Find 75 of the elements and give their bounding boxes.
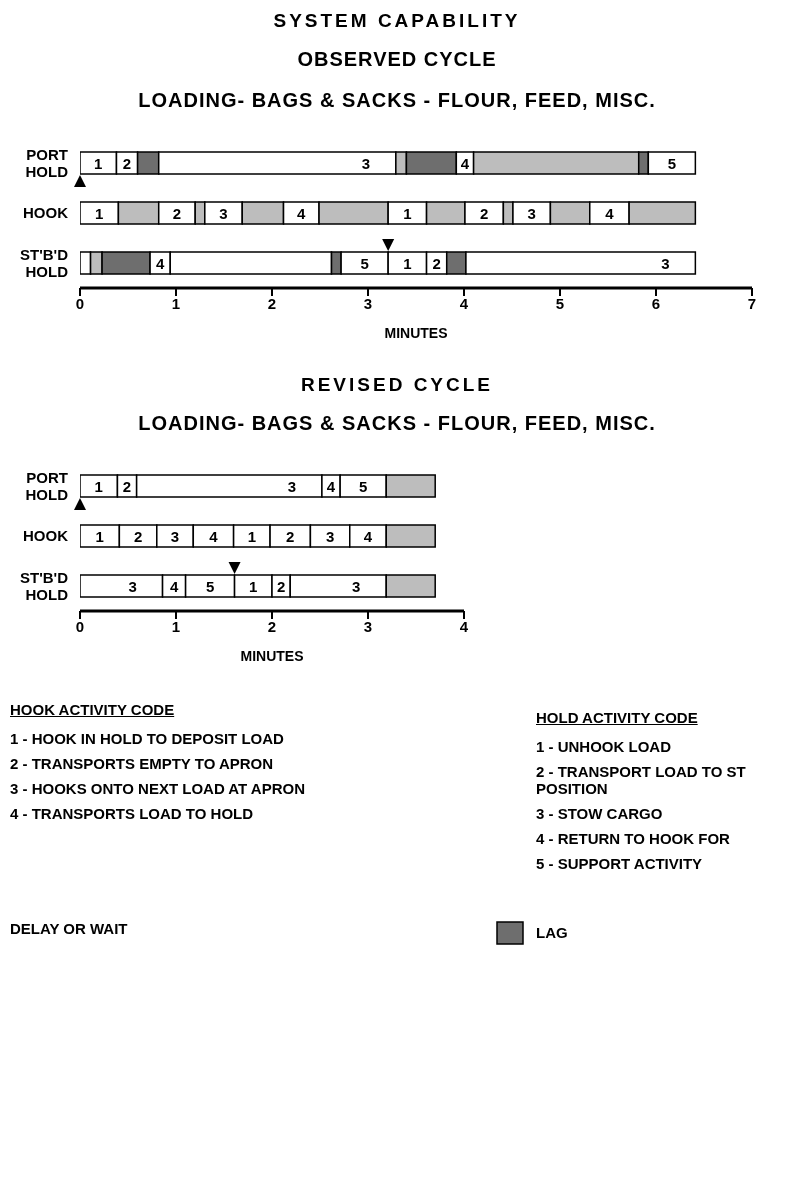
- x-tick-label: 2: [267, 294, 277, 312]
- annotation: 4: [155, 254, 165, 272]
- chart-title: REVISED CYCLE: [299, 374, 495, 396]
- annotation: 2: [432, 254, 441, 272]
- annotation: 4: [297, 204, 307, 222]
- x-axis-title: MINUTES: [240, 648, 304, 664]
- x-tick-label: 4: [459, 617, 469, 635]
- annotation: 2: [172, 204, 182, 222]
- x-tick-label: 1: [171, 617, 181, 635]
- annotation: 1: [403, 254, 412, 272]
- x-tick-label: 6: [651, 294, 661, 312]
- annotation: 4: [460, 154, 470, 172]
- y-tick-label: ST'B'D HOLD: [20, 246, 69, 280]
- annotation: 1: [249, 577, 258, 595]
- text: 3 - HOOKS ONTO NEXT LOAD AT APRON: [10, 780, 306, 797]
- annotation: 3: [527, 204, 536, 222]
- annotation: 2: [276, 577, 286, 595]
- y-tick-label: ST'B'D HOLD: [20, 569, 69, 603]
- y-tick-label: HOOK: [23, 204, 69, 222]
- annotation: 2: [286, 527, 295, 545]
- x-tick-label: 3: [363, 617, 373, 635]
- x-tick-label: 0: [75, 294, 85, 312]
- x-tick-label: 3: [363, 294, 373, 312]
- annotation: 2: [479, 204, 489, 222]
- annotation: 3: [661, 254, 670, 272]
- text: 4 - TRANSPORTS LOAD TO HOLD: [10, 805, 255, 822]
- text: HOOK ACTIVITY CODE: [10, 701, 176, 718]
- annotation: 4: [326, 477, 336, 495]
- chart-title: SYSTEM CAPABILITY: [272, 10, 522, 32]
- x-tick-label: 2: [267, 617, 277, 635]
- y-tick-label: PORT HOLD: [25, 146, 69, 180]
- annotation: 4: [209, 527, 219, 545]
- annotation: 1: [94, 154, 103, 172]
- annotation: 5: [359, 477, 368, 495]
- annotation: 3: [325, 527, 335, 545]
- annotation: 4: [605, 204, 615, 222]
- annotation: 1: [95, 527, 104, 545]
- text: HOLD ACTIVITY CODE: [536, 709, 699, 726]
- text: 2 - TRANSPORTS EMPTY TO APRON: [10, 755, 275, 772]
- annotation: 3: [170, 527, 180, 545]
- annotation: 1: [95, 204, 104, 222]
- text: 1 - HOOK IN HOLD TO DEPOSIT LOAD: [10, 730, 285, 747]
- x-tick-label: 5: [555, 294, 565, 312]
- annotation: 2: [122, 154, 132, 172]
- text: 5 - SUPPORT ACTIVITY: [536, 855, 704, 872]
- x-tick-label: 1: [171, 294, 181, 312]
- y-tick-label: HOOK: [23, 527, 69, 545]
- annotation: 3: [361, 154, 371, 172]
- annotation: 1: [94, 477, 103, 495]
- annotation: 5: [205, 577, 215, 595]
- annotation: 3: [128, 577, 137, 595]
- annotation: 1: [247, 527, 257, 545]
- text: 1 - UNHOOK LOAD: [536, 738, 672, 755]
- text: 3 - STOW CARGO: [536, 805, 664, 822]
- annotation: 4: [363, 527, 373, 545]
- y-tick-label: PORT HOLD: [25, 469, 69, 503]
- annotation: 2: [122, 477, 132, 495]
- annotation: 1: [403, 204, 412, 222]
- chart-subtitle: OBSERVED CYCLE LOADING- BAGS & SACKS - FLOUR, FEED, MISC.: [137, 48, 657, 112]
- annotation: 3: [352, 577, 361, 595]
- annotation: 5: [667, 154, 677, 172]
- x-tick-label: 4: [459, 294, 469, 312]
- annotation: 2: [133, 527, 143, 545]
- annotation: 4: [169, 577, 179, 595]
- annotation: 3: [287, 477, 297, 495]
- text: 2 - TRANSPORT LOAD TO ST POSITION: [536, 763, 747, 797]
- text: DELAY OR WAIT: [9, 920, 128, 937]
- chart-subtitle: LOADING- BAGS & SACKS - FLOUR, FEED, MISC.: [137, 412, 657, 435]
- x-tick-label: 0: [75, 617, 85, 635]
- x-axis-title: MINUTES: [384, 325, 448, 341]
- x-tick-label: 7: [747, 294, 757, 312]
- annotation: 3: [219, 204, 228, 222]
- text: LAG: [536, 924, 568, 941]
- annotation: 5: [360, 254, 369, 272]
- text: 4 - RETURN TO HOOK FOR: [536, 830, 731, 847]
